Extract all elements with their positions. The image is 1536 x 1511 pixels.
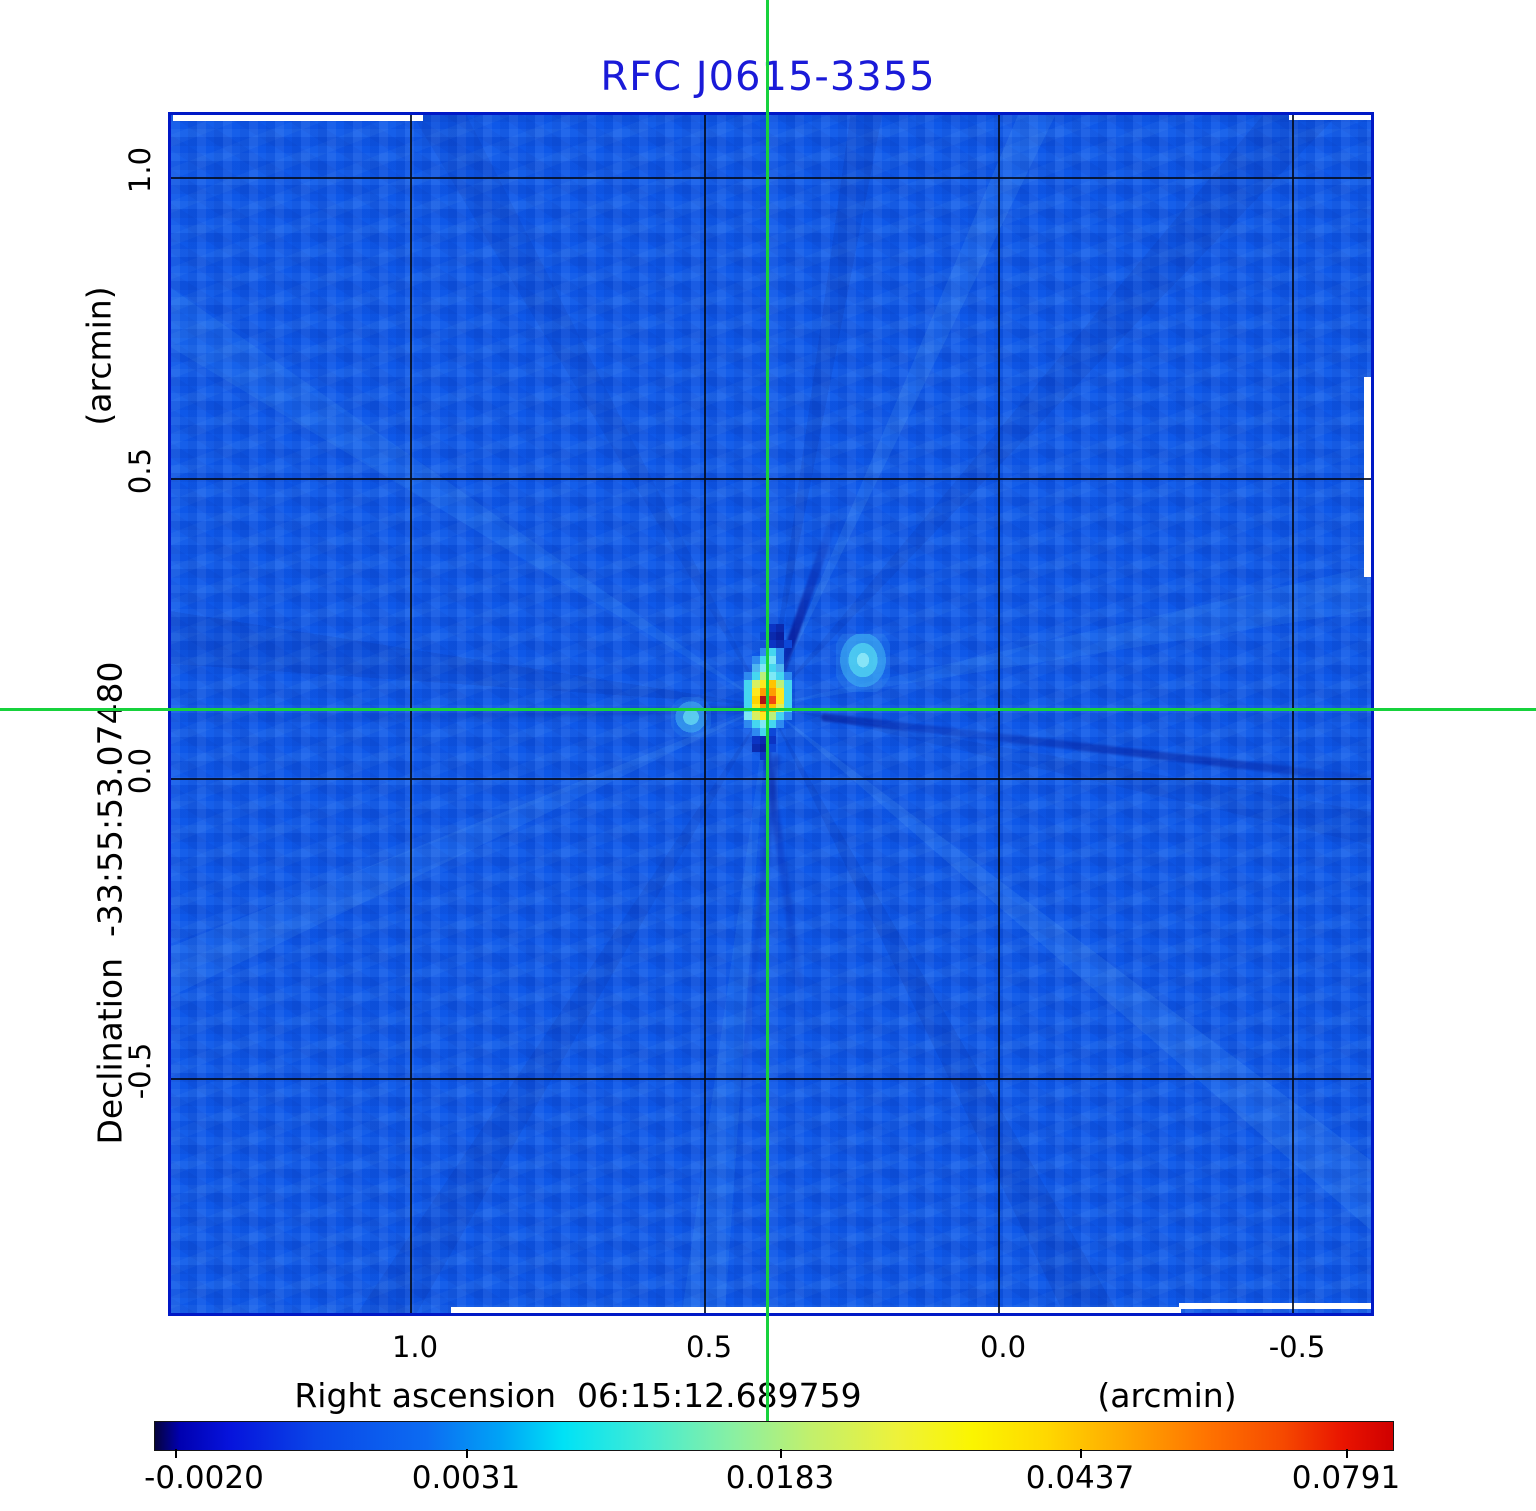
- crosshair-vertical-line: [766, 0, 769, 1421]
- edge-artifact: [1364, 377, 1371, 577]
- sidelobe-ray-lower-2: [729, 754, 780, 1174]
- grid-line-vertical: [1292, 115, 1294, 1313]
- grid-line-horizontal: [171, 1078, 1371, 1080]
- sidelobe-streak-east: [820, 713, 1371, 784]
- colorbar-tick-label: 0.0031: [411, 1460, 521, 1496]
- x-tick-label: -0.5: [1268, 1330, 1326, 1364]
- colorbar-tick: [780, 1449, 782, 1458]
- x-axis-unit-label: (arcmin): [1097, 1376, 1237, 1415]
- x-tick-label: 1.0: [391, 1330, 439, 1364]
- grid-line-vertical: [704, 115, 706, 1313]
- colorbar-tick: [175, 1449, 177, 1458]
- colorbar-tick-label: 0.0437: [1025, 1460, 1135, 1496]
- grid-line-vertical: [998, 115, 1000, 1313]
- grid-line-horizontal: [171, 478, 1371, 480]
- y-tick-label: 0.0: [123, 747, 157, 795]
- y-tick-label: 0.5: [123, 447, 157, 495]
- colorbar-tick-label: 0.0791: [1291, 1460, 1401, 1496]
- colorbar-tick: [1346, 1449, 1348, 1458]
- crosshair-horizontal-line: [0, 708, 1536, 711]
- edge-artifact: [451, 1307, 1181, 1313]
- grid-line-horizontal: [171, 778, 1371, 780]
- y-tick-label: -0.5: [123, 1042, 157, 1100]
- colorbar-tick-label: -0.0020: [144, 1460, 264, 1496]
- y-tick-label: 1.0: [123, 146, 157, 194]
- edge-artifact: [1289, 115, 1371, 120]
- edge-artifact: [173, 115, 423, 121]
- grid-line-vertical: [410, 115, 412, 1313]
- colorbar-tick-label: 0.0183: [725, 1460, 835, 1496]
- sky-map: [168, 112, 1374, 1316]
- edge-artifact: [1179, 1303, 1371, 1309]
- central-source-peak: [744, 624, 792, 760]
- x-axis-title: Right ascension 06:15:12.689759: [294, 1376, 862, 1415]
- colorbar-tick: [466, 1449, 468, 1458]
- x-tick-label: 0.0: [979, 1330, 1027, 1364]
- secondary-source-blob: [836, 634, 890, 692]
- colorbar-tick: [1080, 1449, 1082, 1458]
- y-axis-unit-label: (arcmin): [79, 286, 119, 426]
- grid-line-horizontal: [171, 177, 1371, 179]
- colorbar-gradient: [154, 1421, 1394, 1451]
- x-tick-label: 0.5: [685, 1330, 733, 1364]
